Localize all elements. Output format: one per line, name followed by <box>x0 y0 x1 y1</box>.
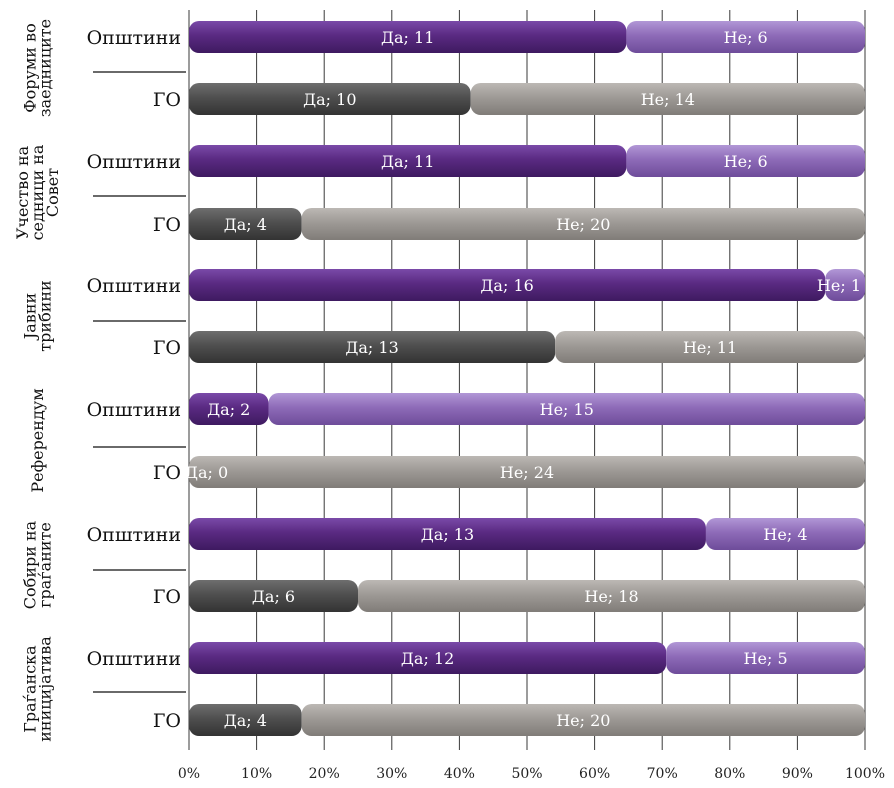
data-label: Не; 6 <box>724 152 768 171</box>
data-label: Да; 11 <box>381 28 434 47</box>
bar-segment <box>555 331 865 363</box>
data-label: Не; 14 <box>641 90 695 109</box>
data-label: Не; 5 <box>744 649 788 668</box>
data-label: Не; 24 <box>500 463 554 482</box>
bar-segment <box>666 642 865 674</box>
row-label: Општини <box>87 27 181 49</box>
data-label: Да; 4 <box>224 215 267 234</box>
group-label: Јавнитрибини <box>21 280 55 351</box>
grid-lines <box>188 10 866 750</box>
bar-segment <box>189 456 865 488</box>
x-tick-label: 30% <box>376 766 407 782</box>
data-label: Не; 1 <box>817 276 861 295</box>
bar-segment <box>189 208 302 240</box>
x-tick-label: 50% <box>511 766 542 782</box>
x-tick-label: 10% <box>241 766 272 782</box>
group-label: Учество наседници наСовет <box>13 144 62 240</box>
data-label: Не; 20 <box>556 215 610 234</box>
bar-segment <box>626 145 865 177</box>
x-tick-label: 20% <box>309 766 340 782</box>
data-label: Да; 0 <box>185 463 228 482</box>
row-label: ГО <box>153 462 181 484</box>
bar-segment <box>189 393 269 425</box>
row-label: Општини <box>87 524 181 546</box>
row-label: ГО <box>153 586 181 608</box>
row-label: Општини <box>87 151 181 173</box>
row-label: ГО <box>153 214 181 236</box>
bar-segment <box>189 580 358 612</box>
x-tick-label: 100% <box>845 766 885 782</box>
data-label: Не; 11 <box>683 338 737 357</box>
group-label: Граѓанскаиницијатива <box>21 636 55 742</box>
group-label: Собири награѓаните <box>21 520 55 609</box>
data-label: Да; 2 <box>207 400 250 419</box>
data-label: Да; 13 <box>345 338 398 357</box>
x-tick-label: 70% <box>647 766 678 782</box>
x-tick-label: 60% <box>579 766 610 782</box>
bar-segment <box>189 269 826 301</box>
data-label: Да; 12 <box>401 649 454 668</box>
data-label: Не; 20 <box>556 711 610 730</box>
x-tick-label: 90% <box>782 766 813 782</box>
bar-segment <box>358 580 865 612</box>
x-tick-label: 40% <box>444 766 475 782</box>
bar-segment <box>189 21 627 53</box>
labels: Форуми возаедниците Општини Да; 11 Не; 6ГО Д… <box>13 19 861 742</box>
bars <box>189 21 866 736</box>
data-label: Да; 6 <box>252 587 295 606</box>
bar-segment <box>189 145 627 177</box>
data-label: Да; 4 <box>224 711 267 730</box>
x-axis: 0% 10% 20% 30% 40% 50% 60% 70% 80% 90% 100% <box>93 71 885 782</box>
row-label: ГО <box>153 710 181 732</box>
data-label: Да; 10 <box>303 90 356 109</box>
x-tick-label: 80% <box>714 766 745 782</box>
bar-segment <box>301 704 866 736</box>
bar-segment <box>189 642 667 674</box>
bar-segment <box>825 269 865 301</box>
data-label: Да; 13 <box>421 525 474 544</box>
bar-segment <box>470 83 865 115</box>
bar-segment <box>189 518 706 550</box>
bar-segment <box>626 21 865 53</box>
bar-segment <box>705 518 865 550</box>
row-label: ГО <box>153 337 181 359</box>
row-label: Општини <box>87 648 181 670</box>
bar-segment <box>189 704 302 736</box>
data-label: Да; 16 <box>480 276 533 295</box>
row-label: Општини <box>87 399 181 421</box>
bar-segment <box>268 393 865 425</box>
group-label: Форуми возаедниците <box>21 19 55 117</box>
bar-segment <box>189 83 471 115</box>
data-label: Не; 18 <box>584 587 638 606</box>
x-tick-label: 0% <box>178 766 200 782</box>
bar-segment <box>301 208 866 240</box>
row-label: Општини <box>87 275 181 297</box>
bar-segment <box>189 331 556 363</box>
group-label: Референдум <box>28 388 47 492</box>
data-label: Не; 15 <box>540 400 594 419</box>
data-label: Не; 4 <box>763 525 807 544</box>
row-label: ГО <box>153 89 181 111</box>
data-label: Да; 11 <box>381 152 434 171</box>
data-label: Не; 6 <box>724 28 768 47</box>
